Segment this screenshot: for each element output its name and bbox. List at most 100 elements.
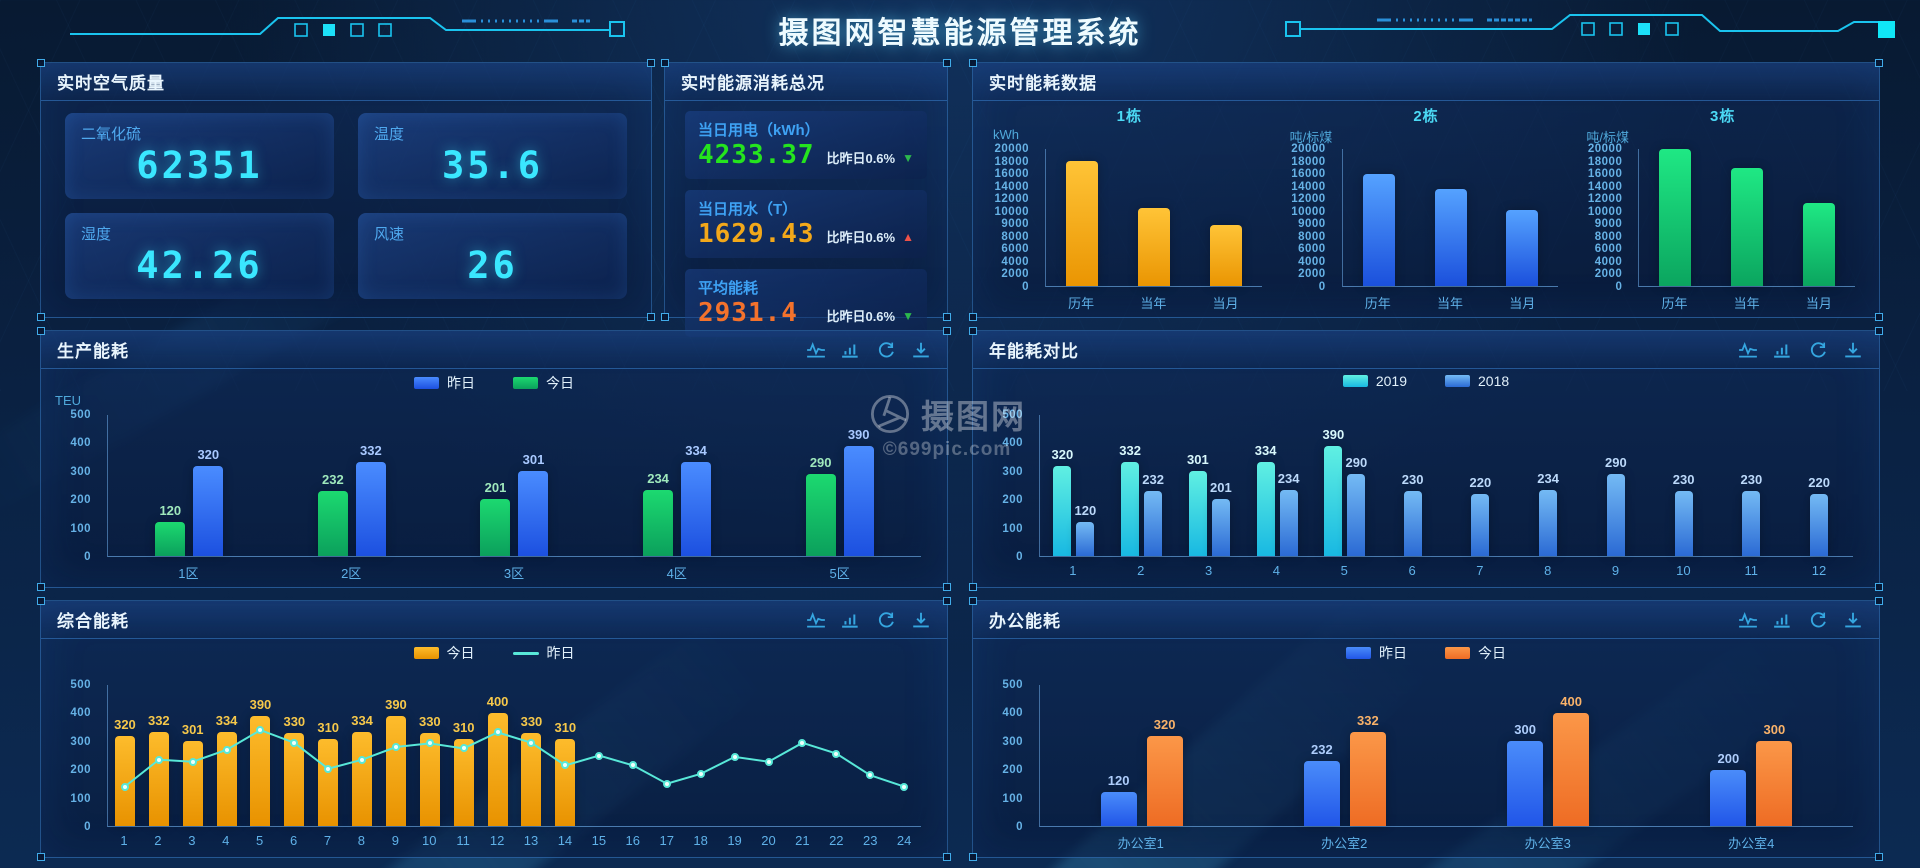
summary-value: 4233.37: [698, 140, 815, 170]
metric-card-humidity: 湿度 42.26: [65, 213, 334, 299]
page-title: 摄图网智慧能源管理系统: [778, 17, 1142, 50]
bar: 230: [1673, 472, 1694, 556]
line-chart-icon[interactable]: [1738, 341, 1758, 359]
y-tick-label: 400: [70, 707, 91, 720]
bar-group: 230: [1650, 415, 1718, 556]
panel-header: 实时能耗数据: [973, 63, 1879, 101]
line-point: [764, 757, 773, 766]
panel-header: 实时能源消耗总况: [665, 63, 947, 101]
line-chart-icon[interactable]: [806, 611, 826, 629]
bar-chart-icon[interactable]: [1773, 611, 1793, 629]
metric-value: 42.26: [136, 244, 263, 287]
bar-group: [1046, 149, 1118, 286]
panel-header: 年能耗对比: [973, 331, 1879, 369]
y-axis-ticks: 500 400 300 200 100 0: [981, 409, 1031, 563]
legend-item[interactable]: 昨日: [414, 373, 475, 393]
bar: 234: [1537, 471, 1559, 556]
bar-value: 320: [197, 446, 220, 462]
legend-item[interactable]: 昨日: [512, 643, 575, 663]
summary-label: 当日用水（T）: [698, 201, 798, 218]
bar-group: 234: [1514, 415, 1582, 556]
bar-value: 290: [809, 455, 832, 471]
bar-value: 390: [1322, 427, 1345, 443]
corner-marker: [37, 583, 45, 591]
panel-title: 实时空气质量: [57, 74, 165, 93]
line-point: [391, 743, 400, 752]
y-tick-label: 8000: [1298, 230, 1326, 243]
bar-value: 234: [1277, 471, 1300, 487]
line-point: [290, 738, 299, 747]
bar-group: 230: [1718, 415, 1786, 556]
legend-item[interactable]: 今日: [513, 373, 574, 393]
bar: 320: [193, 447, 224, 556]
bar: 230: [1741, 472, 1762, 556]
bar: 220: [1808, 475, 1830, 556]
y-tick-label: 0: [1615, 281, 1623, 293]
bar-value: 320: [1051, 446, 1074, 462]
bar: 310: [453, 720, 475, 826]
bar-value: 334: [685, 442, 707, 458]
x-tick-label: 历年: [1364, 296, 1391, 311]
y-tick-label: 500: [70, 409, 91, 421]
bar-value: 310: [452, 719, 475, 735]
legend-item[interactable]: 2018: [1445, 373, 1509, 389]
legend-label: 今日: [446, 645, 475, 661]
y-tick-label: 8000: [1594, 230, 1623, 243]
download-icon[interactable]: [1843, 611, 1863, 629]
line-point: [256, 726, 265, 735]
x-tick-label: 当年: [1436, 296, 1463, 311]
bar-chart-icon[interactable]: [841, 611, 861, 629]
corner-marker: [1875, 59, 1883, 67]
refresh-icon[interactable]: [876, 341, 896, 359]
bar: 301: [1187, 452, 1209, 556]
metric-card-so2: 二氧化硫 62351: [65, 113, 334, 199]
y-tick-label: 400: [1002, 707, 1023, 720]
bar-group: 120 320: [1040, 685, 1243, 826]
bar-chart-icon[interactable]: [841, 341, 861, 359]
line-chart-icon[interactable]: [1738, 611, 1758, 629]
bar-value: 332: [1119, 443, 1141, 459]
legend-label: 昨日: [1379, 645, 1407, 661]
y-tick-label: 16000: [1587, 168, 1623, 181]
line-chart-icon[interactable]: [806, 341, 826, 359]
y-tick-label: 100: [1002, 522, 1023, 535]
bar: 290: [805, 455, 836, 556]
download-icon[interactable]: [1843, 341, 1863, 359]
metric-value: 35.6: [441, 144, 544, 187]
legend-item[interactable]: 2019: [1342, 373, 1407, 389]
line-point: [154, 755, 163, 764]
chart-legend: 2019 2018: [981, 373, 1871, 389]
x-tick-label: 当月: [1509, 296, 1536, 311]
plot-area: 120 320 232 332 300 400 200 300: [1039, 685, 1853, 827]
corner-marker: [1875, 597, 1883, 605]
y-tick-label: 4000: [1298, 255, 1326, 268]
bar-chart-icon[interactable]: [1773, 341, 1793, 359]
y-tick-label: 4000: [1594, 255, 1623, 268]
download-icon[interactable]: [911, 611, 931, 629]
chart-legend: 昨日 今日: [49, 373, 939, 393]
download-icon[interactable]: [911, 341, 931, 359]
header-decoration-right: [1285, 14, 1895, 38]
bar: 220: [1470, 475, 1491, 556]
x-axis-labels: 历年 当年 当月: [1342, 287, 1559, 313]
bar-value: 230: [1740, 472, 1763, 488]
legend-label: 2019: [1375, 373, 1407, 389]
x-tick-label: 1: [1069, 563, 1077, 578]
bar-value: 301: [1187, 452, 1209, 468]
legend-item[interactable]: 昨日: [1346, 643, 1407, 663]
refresh-icon[interactable]: [1808, 341, 1828, 359]
legend-label: 今日: [1478, 645, 1506, 661]
legend-item[interactable]: 今日: [1445, 643, 1506, 663]
bar-group: 220: [1447, 415, 1515, 556]
legend-label: 昨日: [546, 645, 575, 661]
bar-value: 310: [317, 719, 340, 735]
legend-item[interactable]: 今日: [413, 643, 475, 663]
refresh-icon[interactable]: [1808, 611, 1828, 629]
bar-value: 120: [1074, 503, 1097, 519]
y-tick-label: 8000: [1001, 230, 1029, 243]
y-tick-label: 300: [1002, 465, 1023, 478]
bar-value: 290: [1605, 455, 1627, 471]
bar-value: 290: [1345, 455, 1368, 471]
refresh-icon[interactable]: [876, 611, 896, 629]
x-tick-label: 18: [693, 833, 708, 848]
